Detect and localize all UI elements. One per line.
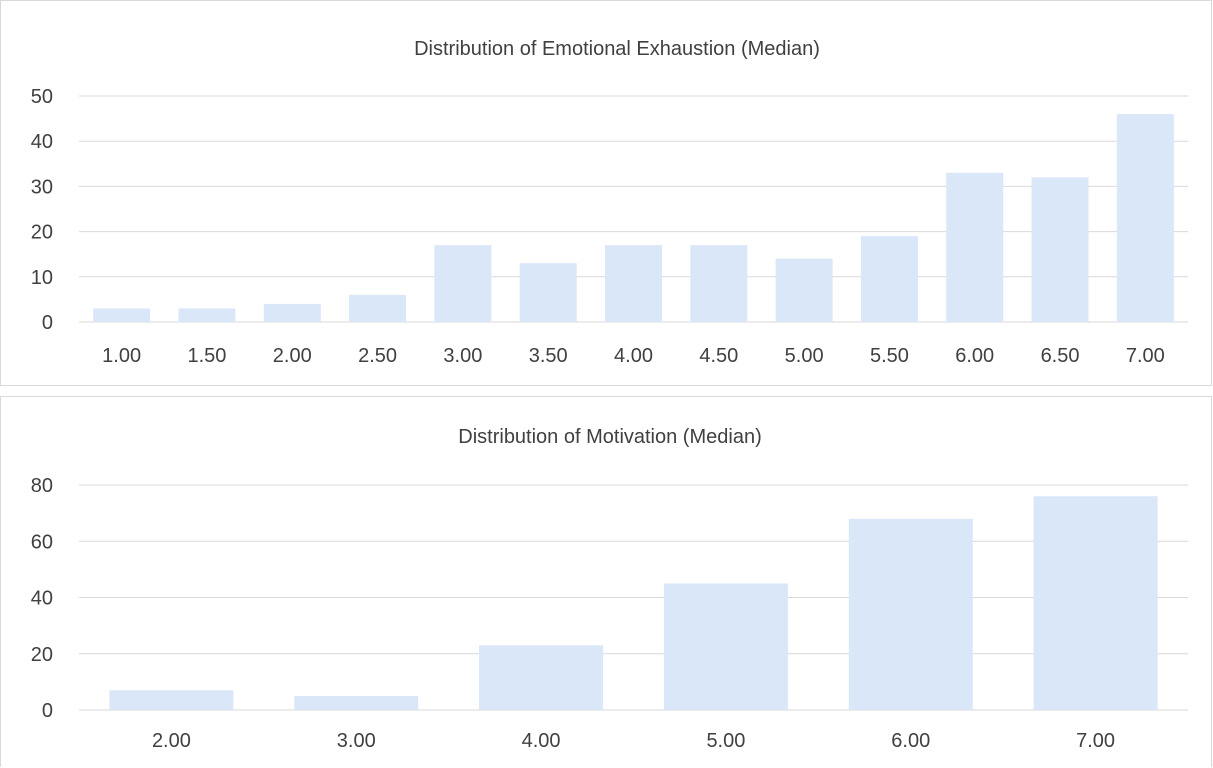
y-tick-label: 40 (31, 588, 53, 610)
bar (1116, 114, 1174, 322)
y-tick-label: 60 (31, 531, 53, 553)
y-tick-label: 0 (42, 700, 53, 722)
bar (263, 303, 321, 322)
y-tick-label: 20 (31, 644, 53, 666)
bar (775, 258, 833, 322)
motivation-chart-panel: Distribution of Motivation (Median) 0 20 4… (0, 396, 1212, 767)
x-tick-label: 6.00 (955, 345, 994, 367)
bar (109, 690, 234, 710)
bar (178, 308, 236, 322)
x-tick-label: 6.00 (891, 730, 930, 752)
bar (1031, 177, 1089, 322)
x-tick-label: 5.00 (706, 730, 745, 752)
x-tick-label: 5.00 (785, 345, 824, 367)
motivation-chart: Distribution of Motivation (Median) 0 20 4… (31, 426, 1188, 752)
y-tick-label: 30 (31, 176, 53, 198)
x-tick-label: 3.00 (337, 730, 376, 752)
x-tick-label: 2.50 (358, 345, 397, 367)
bar (294, 695, 419, 710)
bar (519, 263, 577, 322)
bar (605, 245, 662, 322)
x-tick-label: 3.50 (529, 345, 568, 367)
y-tick-label: 10 (31, 267, 53, 289)
bar (93, 308, 151, 322)
bar (434, 245, 492, 322)
x-tick-label: 7.00 (1126, 345, 1165, 367)
bar (848, 518, 973, 710)
x-tick-label: 4.00 (614, 345, 653, 367)
chart-title: Distribution of Emotional Exhaustion (Me… (414, 38, 820, 60)
emotional-exhaustion-chart: Distribution of Emotional Exhaustion (Me… (31, 38, 1188, 367)
x-tick-label: 5.50 (870, 345, 909, 367)
emotional-exhaustion-chart-panel: Distribution of Emotional Exhaustion (Me… (0, 0, 1212, 386)
bar (690, 245, 748, 322)
bar (349, 294, 407, 322)
y-tick-label: 80 (31, 475, 53, 497)
bar (1033, 496, 1158, 710)
x-tick-label: 1.50 (187, 345, 226, 367)
y-tick-label: 40 (31, 131, 53, 153)
chart-title: Distribution of Motivation (Median) (458, 426, 761, 448)
x-tick-label: 2.00 (273, 345, 312, 367)
x-tick-label: 3.00 (443, 345, 482, 367)
x-tick-label: 1.00 (102, 345, 141, 367)
x-tick-label: 2.00 (152, 730, 191, 752)
x-tick-label: 4.50 (699, 345, 738, 367)
bar (663, 583, 788, 710)
y-tick-label: 50 (31, 86, 53, 108)
bar (946, 172, 1004, 322)
bar (860, 236, 918, 322)
y-tick-label: 20 (31, 222, 53, 244)
y-tick-label: 0 (42, 312, 53, 334)
x-tick-label: 6.50 (1041, 345, 1080, 367)
x-tick-label: 7.00 (1076, 730, 1115, 752)
bar (479, 645, 604, 710)
x-tick-label: 4.00 (522, 730, 561, 752)
